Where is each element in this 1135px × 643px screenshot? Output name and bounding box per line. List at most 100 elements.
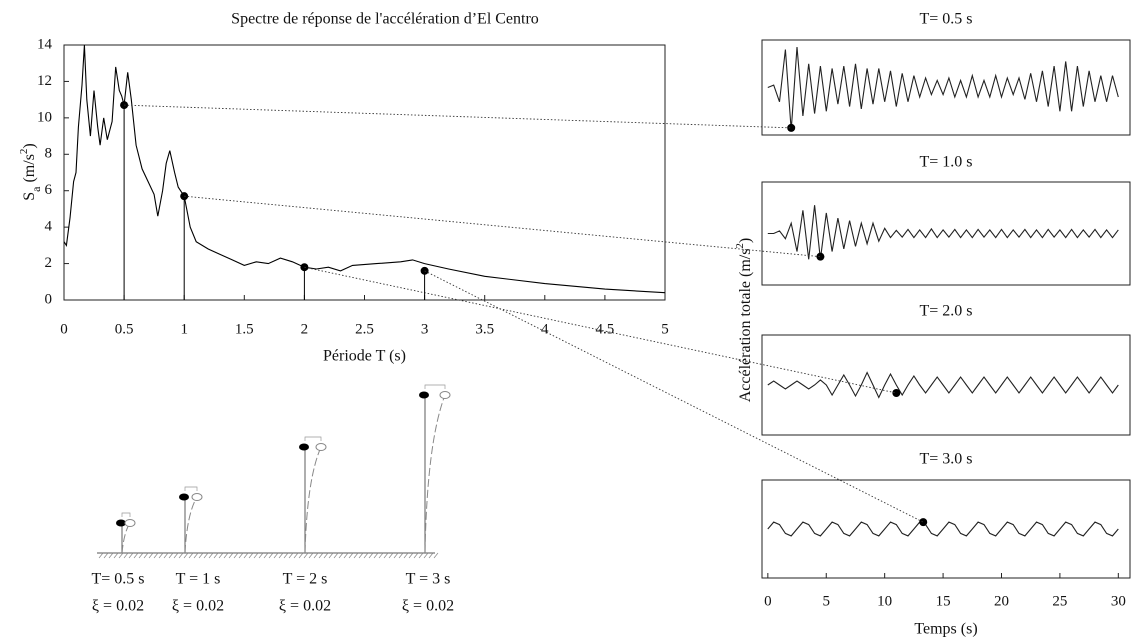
ground-hatch: [323, 552, 329, 559]
x-tick-label: 0: [764, 593, 772, 609]
ground-hatch: [373, 552, 379, 559]
ground-hatch: [98, 552, 104, 559]
ground-hatch: [203, 552, 209, 559]
ground-hatch: [423, 552, 429, 559]
ground-hatch: [278, 552, 284, 559]
displacement-bracket: [424, 384, 446, 389]
x-tick-label: 0.5: [115, 321, 134, 337]
x-tick-label: 15: [936, 593, 951, 609]
ground-hatch: [108, 552, 114, 559]
connector: [424, 270, 924, 523]
displacement-bracket: [184, 486, 198, 491]
y-tick-label: 2: [45, 255, 53, 271]
ground-hatch: [358, 552, 364, 559]
ground-hatch: [263, 552, 269, 559]
ground-hatch: [328, 552, 334, 559]
ground-hatch: [113, 552, 119, 559]
chart-title: T= 3.0 s: [919, 451, 972, 468]
displacement-bracket: [121, 512, 131, 517]
ground-hatch: [253, 552, 259, 559]
y-tick-label: 6: [45, 182, 53, 198]
oscillator-mass: [419, 391, 429, 399]
data-line: [767, 521, 1119, 537]
oscillator-mass-deformed: [439, 391, 451, 399]
oscillator-deformed: [424, 394, 446, 554]
ground-hatch: [298, 552, 304, 559]
ground-hatch: [308, 552, 314, 559]
ground-hatch: [368, 552, 374, 559]
ground-hatch: [418, 552, 424, 559]
x-tick-label: 2: [301, 321, 309, 337]
ground-hatch: [268, 552, 274, 559]
ground-hatch: [348, 552, 354, 559]
ground-hatch: [363, 552, 369, 559]
panel-marker: [919, 518, 928, 527]
oscillator-mass: [179, 493, 189, 501]
connector: [124, 104, 792, 129]
displacement-bracket: [304, 436, 322, 441]
oscillator-mass-deformed: [315, 443, 327, 451]
ground-hatch: [433, 552, 439, 559]
ground-hatch: [103, 552, 109, 559]
x-tick-label: 5: [823, 593, 831, 609]
data-line: [767, 205, 1119, 260]
ground-hatch: [288, 552, 294, 559]
chart-title: T= 1.0 s: [919, 154, 972, 171]
y-label-end: ): [737, 238, 754, 243]
oscillator-mass-deformed: [124, 519, 136, 527]
oscillator-deformed: [121, 522, 131, 554]
x-axis-label: Temps (s): [914, 621, 977, 638]
y-tick-label: 10: [37, 109, 52, 125]
y-label-base: Accélération totale (m/s: [737, 249, 754, 403]
ground-hatch: [403, 552, 409, 559]
ground-hatch: [228, 552, 234, 559]
x-tick-label: 4.5: [596, 321, 615, 337]
y-label-base: S: [21, 192, 38, 201]
ground-hatch: [138, 552, 144, 559]
ground-hatch: [178, 552, 184, 559]
oscillator-damping: ξ = 0.02: [172, 598, 224, 615]
ground-hatch: [163, 552, 169, 559]
ground-hatch: [208, 552, 214, 559]
shared-y-axis-label: Accélération totale (m/s2): [734, 238, 754, 403]
x-tick-label: 2.5: [355, 321, 374, 337]
ground-hatch: [338, 552, 344, 559]
oscillator-mass-deformed: [191, 493, 203, 501]
chart-title: T= 2.0 s: [919, 303, 972, 320]
x-tick-label: 1.5: [235, 321, 254, 337]
ground-hatch: [133, 552, 139, 559]
y-tick-label: 8: [45, 146, 53, 162]
ground-hatch: [293, 552, 299, 559]
panel-marker: [892, 389, 901, 397]
oscillator-mass: [299, 443, 309, 451]
panel-marker: [816, 252, 825, 261]
ground-hatch: [198, 552, 204, 559]
x-tick-label: 1: [180, 321, 188, 337]
y-tick-label: 0: [45, 291, 53, 307]
ground-hatch: [428, 552, 434, 559]
y-axis-label: Sa (m/s2): [18, 143, 43, 201]
chart-title: Spectre de réponse de l'accélération d’E…: [231, 11, 539, 28]
connector: [184, 195, 821, 258]
plot-frame: [761, 181, 1131, 286]
oscillator-period: T= 0.5 s: [91, 571, 144, 588]
plot-frame: [63, 44, 666, 301]
ground-hatch: [193, 552, 199, 559]
ground-hatch: [188, 552, 194, 559]
ground-hatch: [273, 552, 279, 559]
ground-hatch: [168, 552, 174, 559]
x-tick-label: 5: [661, 321, 669, 337]
ground-hatch: [388, 552, 394, 559]
ground-hatch: [238, 552, 244, 559]
ground-hatch: [353, 552, 359, 559]
ground-hatch: [408, 552, 414, 559]
ground-hatch: [128, 552, 134, 559]
oscillator-damping: ξ = 0.02: [92, 598, 144, 615]
ground-hatch: [303, 552, 309, 559]
data-line: [767, 47, 1119, 131]
plot-frame: [761, 334, 1131, 436]
y-label-unit: (m/s: [21, 154, 38, 186]
ground-hatch: [183, 552, 189, 559]
ground-hatch: [333, 552, 339, 559]
